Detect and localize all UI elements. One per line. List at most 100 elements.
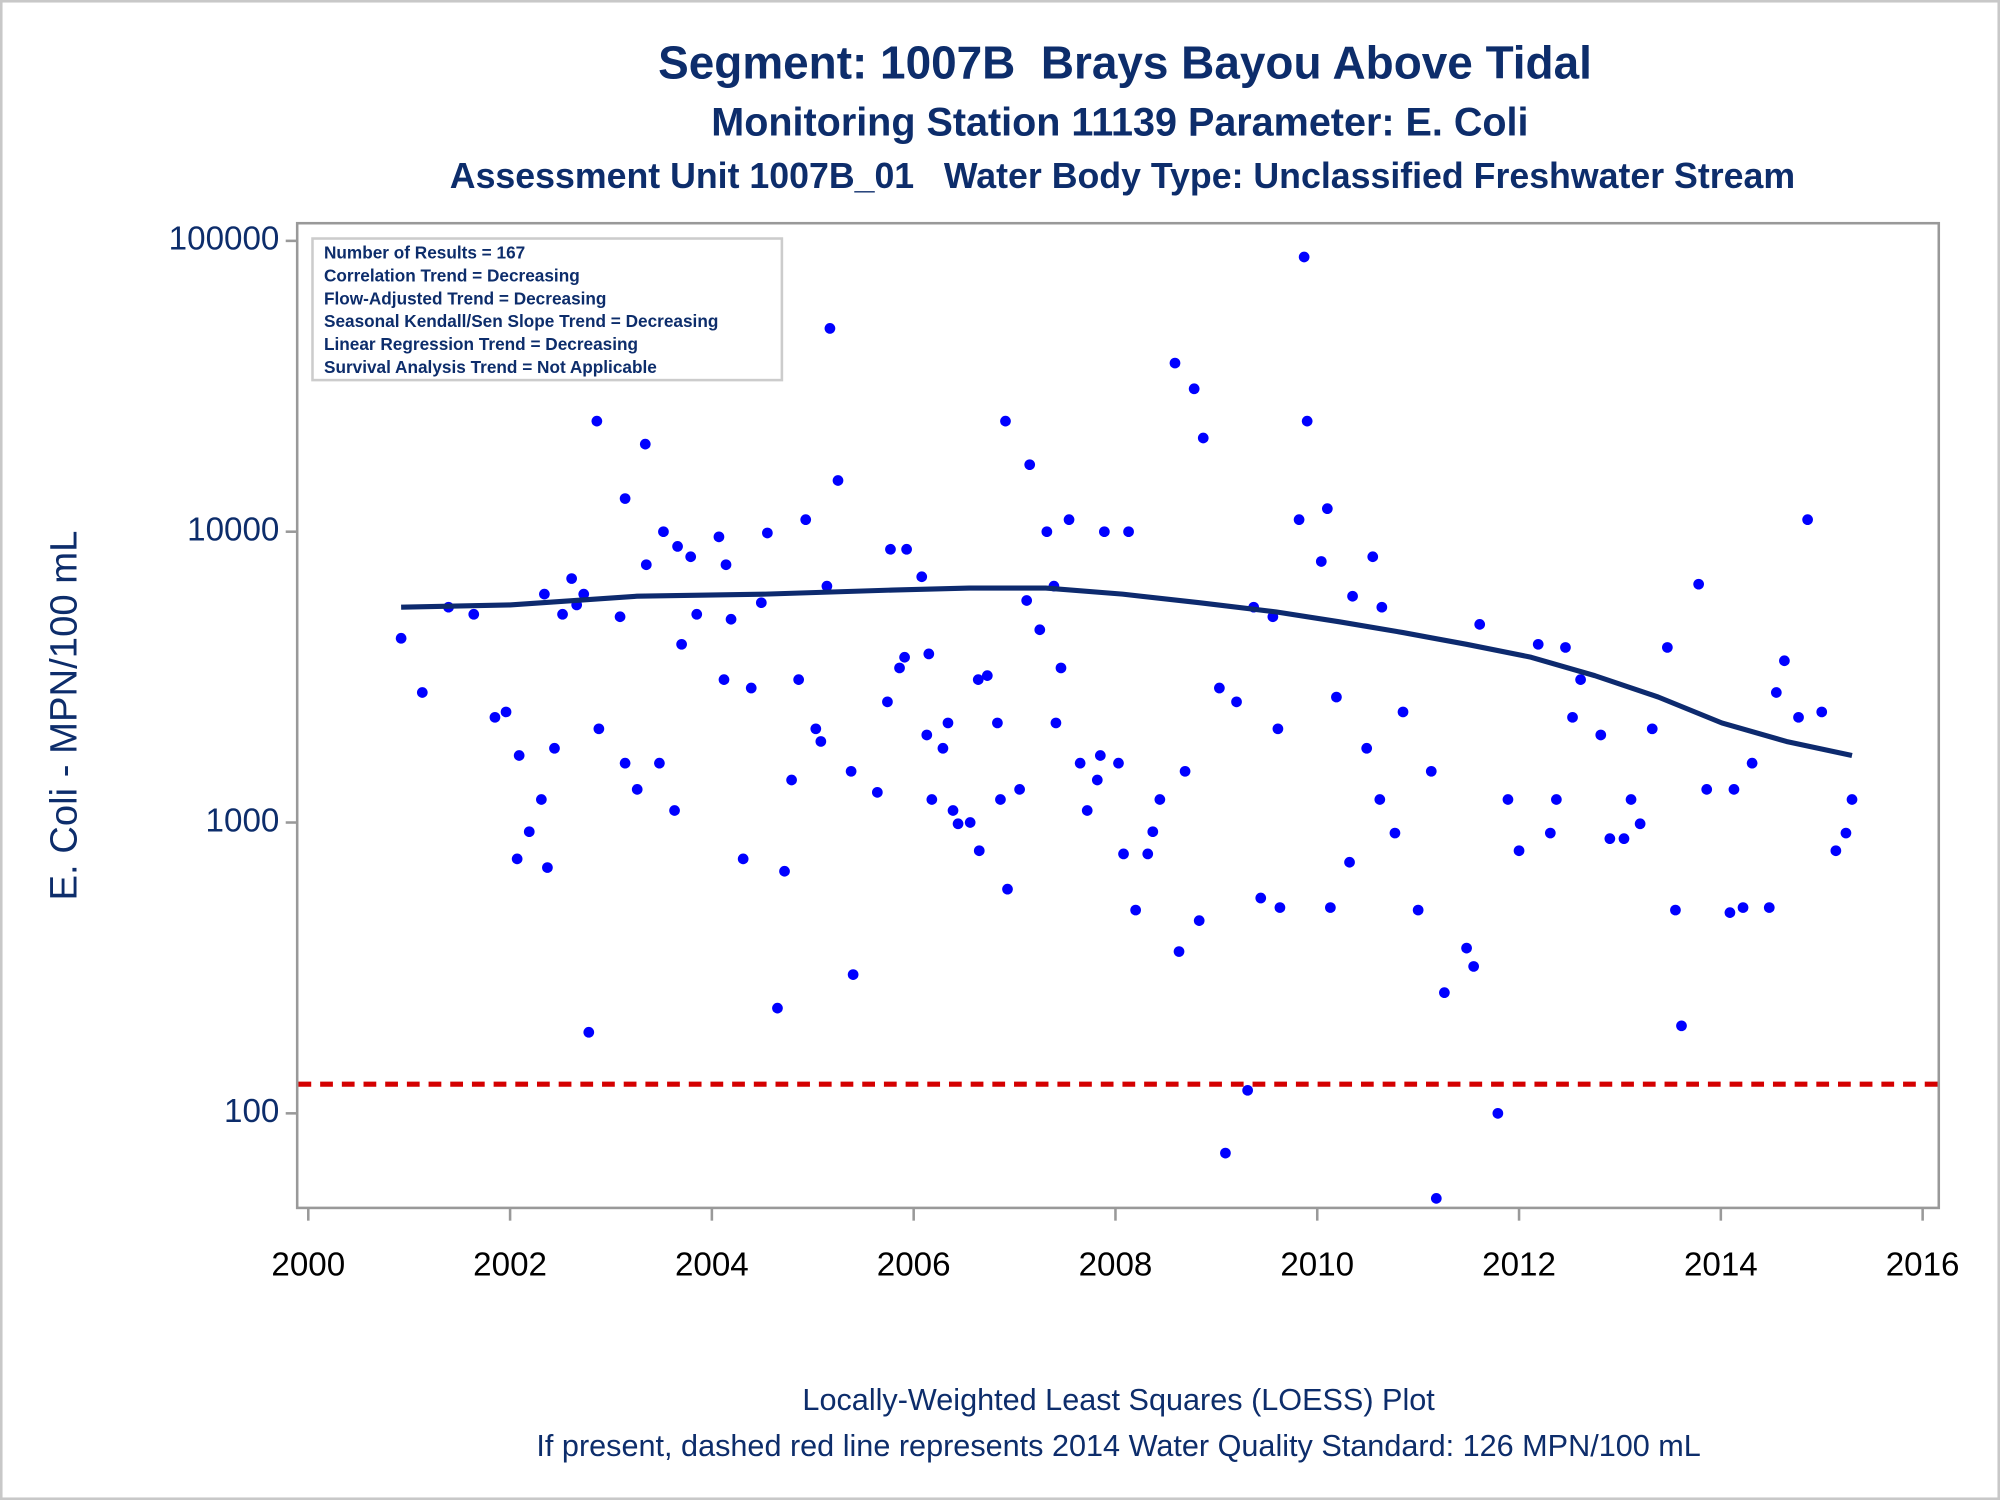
data-point — [786, 774, 797, 786]
data-point — [639, 438, 651, 450]
x-tick-label: 2012 — [1482, 1246, 1556, 1283]
data-point — [1142, 848, 1154, 860]
data-point — [923, 648, 935, 660]
data-point — [845, 765, 857, 777]
data-point — [1567, 711, 1578, 723]
data-point — [1425, 765, 1437, 777]
data-point — [536, 794, 547, 805]
data-point — [1670, 904, 1681, 916]
data-point — [1344, 856, 1355, 868]
data-point — [511, 853, 523, 865]
data-point — [1321, 503, 1333, 515]
data-point — [755, 597, 767, 609]
data-point — [972, 674, 984, 685]
data-point — [566, 573, 577, 584]
data-point — [1024, 459, 1036, 471]
data-point — [1793, 711, 1804, 723]
stats-line: Seasonal Kendall/Sen Slope Trend = Decre… — [324, 311, 718, 331]
data-point — [583, 1026, 595, 1038]
data-point — [772, 1002, 783, 1014]
data-point — [685, 551, 697, 563]
data-point — [1779, 655, 1790, 667]
data-point — [1746, 757, 1758, 769]
data-point — [557, 608, 568, 620]
data-point — [513, 750, 525, 761]
data-point — [1474, 619, 1486, 630]
footnote: If present, dashed red line represents 2… — [536, 1429, 1700, 1463]
data-point — [1701, 784, 1713, 795]
data-point — [1361, 742, 1373, 754]
plot-area — [295, 221, 1941, 1210]
data-point — [1846, 794, 1858, 805]
data-point — [640, 559, 652, 571]
data-point — [468, 608, 480, 620]
data-point — [654, 757, 665, 769]
data-point — [591, 415, 603, 427]
data-point — [1301, 415, 1313, 427]
data-point — [669, 805, 680, 816]
data-point — [676, 638, 687, 650]
data-point — [1055, 662, 1067, 674]
data-point — [416, 687, 428, 698]
data-point — [1595, 729, 1607, 741]
data-point — [916, 571, 928, 583]
data-point — [1770, 687, 1782, 698]
data-point — [1000, 415, 1011, 427]
data-point — [1532, 638, 1544, 650]
loess-line — [401, 585, 1853, 758]
data-point — [1468, 961, 1480, 972]
data-point — [500, 706, 512, 718]
y-tick-label: 1000 — [206, 802, 280, 839]
x-tick-label: 2010 — [1280, 1246, 1354, 1283]
data-point — [1830, 845, 1842, 857]
stats-line: Flow-Adjusted Trend = Decreasing — [324, 288, 606, 308]
data-point — [1091, 774, 1103, 786]
data-point — [523, 826, 535, 838]
data-point — [1193, 915, 1205, 926]
data-point — [921, 729, 933, 741]
data-point — [1646, 723, 1658, 735]
data-point — [1544, 827, 1556, 839]
data-point — [937, 742, 949, 754]
data-point — [745, 682, 757, 694]
data-point — [1081, 805, 1093, 816]
x-tick-label: 2006 — [877, 1246, 951, 1283]
y-tick-label: 10000 — [187, 511, 279, 548]
data-point — [1439, 987, 1450, 999]
data-point — [619, 757, 631, 769]
data-point — [1840, 827, 1852, 839]
data-point — [793, 674, 805, 685]
data-point — [1154, 794, 1166, 805]
data-point — [1197, 432, 1209, 444]
data-point — [1231, 696, 1242, 708]
stats-line: Number of Results = 167 — [324, 242, 525, 262]
data-point — [1430, 1193, 1442, 1204]
data-point — [1315, 556, 1327, 567]
data-point — [1298, 251, 1310, 263]
data-point — [1147, 826, 1159, 838]
data-point — [995, 794, 1006, 805]
data-point — [901, 543, 912, 555]
data-point — [1461, 942, 1472, 954]
data-point — [1737, 902, 1749, 913]
data-point — [1625, 794, 1637, 805]
data-point — [691, 608, 703, 620]
data-point — [1367, 551, 1379, 563]
data-point — [1179, 765, 1191, 777]
footnote: Locally-Weighted Least Squares (LOESS) P… — [802, 1383, 1435, 1417]
data-point — [1331, 691, 1342, 703]
data-point — [1123, 526, 1134, 538]
data-point — [1074, 757, 1086, 769]
data-point — [1272, 723, 1284, 735]
data-point — [1099, 526, 1110, 538]
data-point — [539, 588, 550, 600]
data-point — [1094, 750, 1106, 761]
data-point — [973, 845, 985, 857]
data-point — [672, 541, 683, 552]
data-point — [1173, 946, 1185, 957]
data-point — [800, 514, 812, 526]
data-point — [810, 723, 822, 735]
stats-box — [311, 237, 784, 382]
data-point — [619, 493, 631, 504]
